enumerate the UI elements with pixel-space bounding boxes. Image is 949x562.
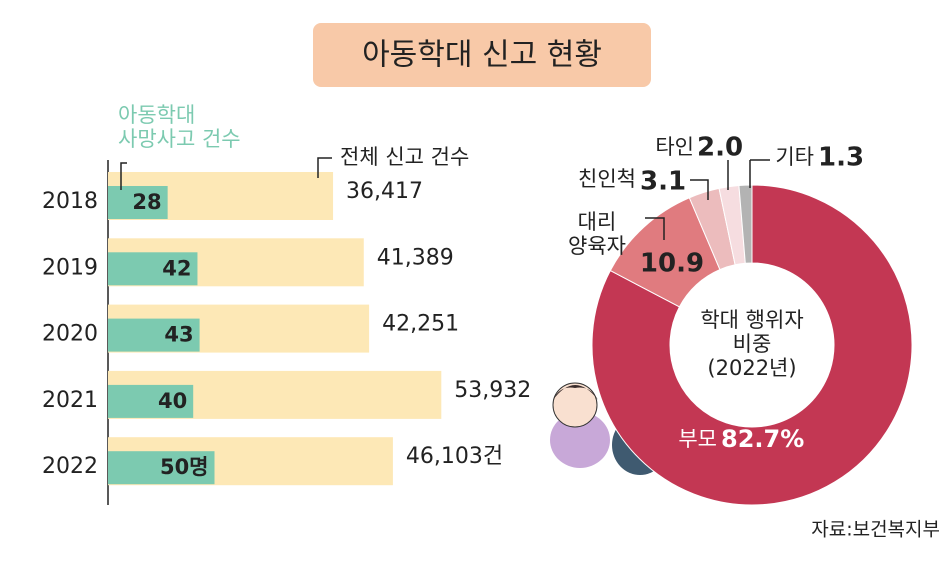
leader-line	[690, 179, 709, 200]
slice-value: 1.3	[818, 143, 864, 173]
bar	[108, 252, 198, 286]
value-label: 41,389	[377, 245, 454, 270]
legend-leader	[120, 162, 127, 190]
value-label: 43	[164, 323, 193, 347]
donut-slice	[591, 184, 913, 506]
slice-label: 친인척	[578, 167, 636, 191]
value-label: 28	[132, 190, 161, 214]
value-label: 42,251	[382, 312, 459, 337]
slice-label: 타인	[655, 135, 694, 159]
slice-label: 대리 양육자	[568, 210, 626, 258]
y-tick-label: 2019	[42, 255, 98, 280]
bar	[108, 451, 215, 485]
leader-line	[645, 217, 665, 240]
bar	[108, 384, 194, 418]
y-tick-label: 2022	[42, 454, 98, 479]
slice-value: 82.7%	[721, 425, 804, 453]
slice-value: 10.9	[640, 249, 704, 279]
bar	[108, 186, 168, 219]
legend-label: 전체 신고 건수	[340, 145, 469, 169]
slice-value: 3.1	[640, 167, 686, 197]
value-label: 50명	[160, 455, 209, 479]
value-label: 42	[162, 256, 191, 280]
source: 자료:보건복지부	[811, 519, 940, 541]
value-label: 40	[158, 389, 187, 413]
y-tick-label: 2020	[42, 322, 98, 347]
legend-label: 아동학대 사망사고 건수	[118, 103, 241, 151]
title-box	[313, 23, 651, 87]
center-label: 학대 행위자 비중 (2022년)	[700, 308, 803, 380]
bar	[108, 318, 200, 352]
slice-value: 2.0	[697, 133, 743, 163]
value-label: 36,417	[346, 179, 423, 204]
donut-slice	[738, 184, 753, 264]
title: 아동학대 신고 현황	[362, 38, 602, 73]
legend-leader	[317, 157, 332, 178]
value-label: 53,932	[454, 378, 531, 403]
slice-label: 기타	[775, 145, 814, 169]
y-tick-label: 2018	[42, 189, 98, 214]
value-label: 46,103건	[406, 444, 503, 469]
y-tick-label: 2021	[42, 388, 98, 413]
leader-line	[749, 159, 770, 188]
slice-label: 부모	[678, 427, 717, 451]
